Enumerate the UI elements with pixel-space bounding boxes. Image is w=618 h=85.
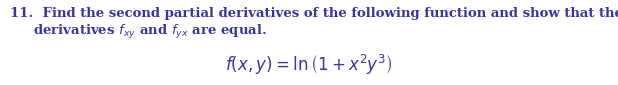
Text: $f(x, y) = \ln\left(1 + x^2y^3\right)$: $f(x, y) = \ln\left(1 + x^2y^3\right)$ [225,53,393,77]
Text: derivatives $f_{xy}$ and $f_{yx}$ are equal.: derivatives $f_{xy}$ and $f_{yx}$ are eq… [10,23,267,41]
Text: 11.  Find the second partial derivatives of the following function and show that: 11. Find the second partial derivatives … [10,7,618,20]
